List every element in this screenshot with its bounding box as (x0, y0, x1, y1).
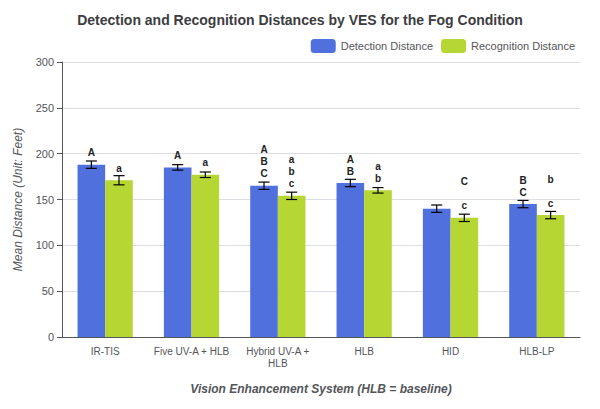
svg-text:C: C (461, 176, 468, 187)
svg-text:Detection and Recognition Dist: Detection and Recognition Distances by V… (77, 12, 523, 28)
svg-text:c: c (548, 198, 554, 209)
svg-text:Vision Enhancement System (HLB: Vision Enhancement System (HLB = baselin… (190, 382, 451, 396)
svg-text:a: a (116, 163, 122, 174)
svg-text:a: a (375, 161, 381, 172)
svg-text:b: b (548, 174, 554, 185)
svg-text:B: B (260, 156, 267, 167)
svg-text:b: b (375, 173, 381, 184)
svg-text:HLB-LP: HLB-LP (519, 346, 554, 357)
svg-text:250: 250 (36, 102, 54, 114)
svg-text:a: a (289, 154, 295, 165)
svg-text:a: a (203, 157, 209, 168)
svg-text:B: B (347, 166, 354, 177)
svg-text:HID: HID (442, 346, 459, 357)
svg-text:Recognition Distance: Recognition Distance (471, 40, 575, 52)
svg-text:b: b (289, 166, 295, 177)
svg-text:Hybrid UV-A +: Hybrid UV-A + (246, 346, 309, 357)
svg-text:Five UV-A + HLB: Five UV-A + HLB (154, 346, 230, 357)
svg-text:50: 50 (42, 285, 54, 297)
svg-text:C: C (260, 168, 267, 179)
svg-text:C: C (519, 187, 526, 198)
svg-text:A: A (174, 150, 181, 161)
svg-text:Detection Distance: Detection Distance (341, 40, 433, 52)
svg-text:HLB: HLB (354, 346, 374, 357)
svg-text:Mean Distance (Unit: Feet): Mean Distance (Unit: Feet) (11, 128, 25, 271)
svg-text:100: 100 (36, 239, 54, 251)
svg-text:B: B (519, 175, 526, 186)
svg-text:150: 150 (36, 194, 54, 206)
svg-text:c: c (462, 200, 468, 211)
svg-text:IR-TIS: IR-TIS (91, 346, 120, 357)
svg-text:A: A (260, 144, 267, 155)
svg-text:300: 300 (36, 56, 54, 68)
svg-text:A: A (347, 154, 354, 165)
svg-text:c: c (289, 178, 295, 189)
svg-text:HLB: HLB (268, 358, 288, 369)
svg-text:0: 0 (48, 331, 54, 343)
svg-text:200: 200 (36, 148, 54, 160)
svg-text:A: A (88, 147, 95, 158)
